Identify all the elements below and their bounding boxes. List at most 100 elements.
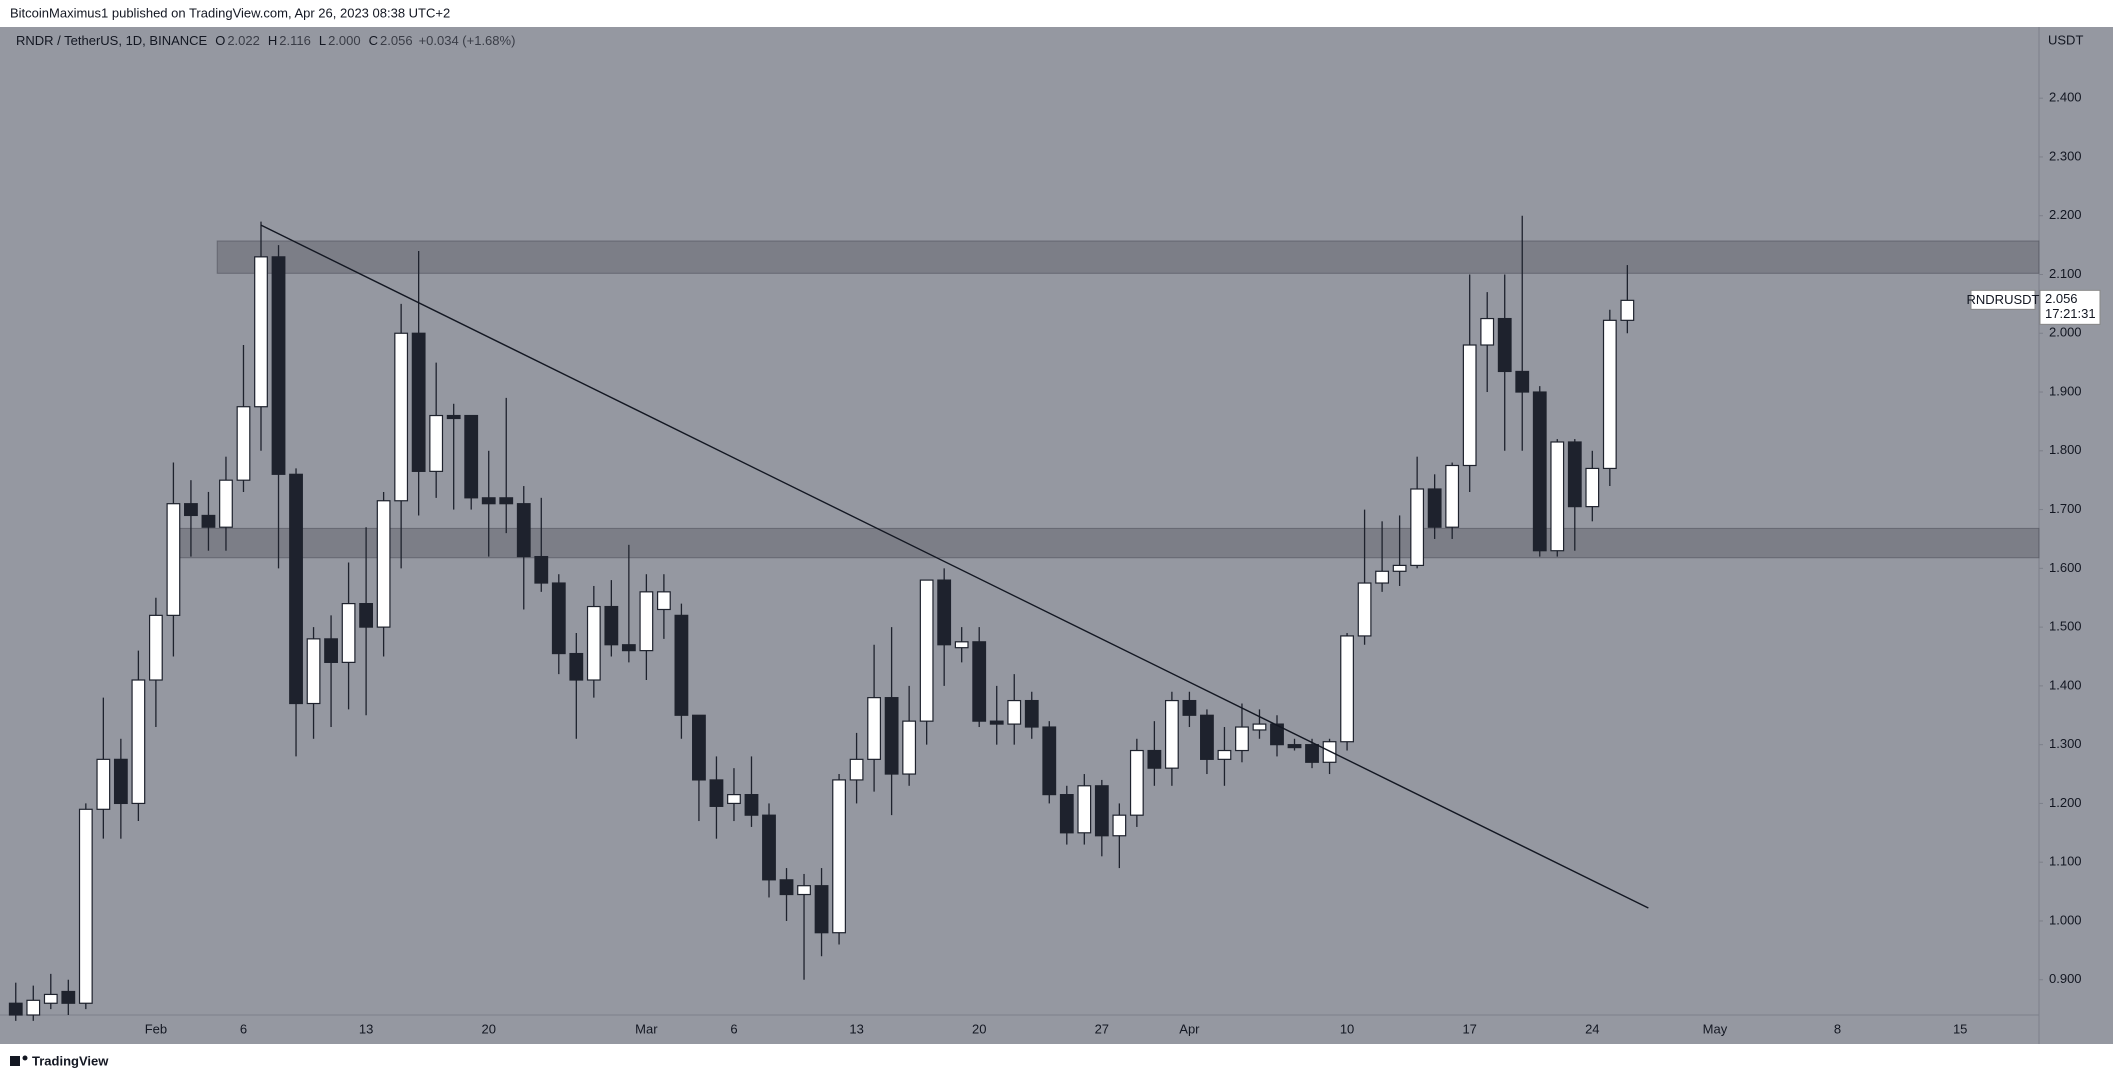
candle-body [481,497,496,505]
candle-body [674,614,689,716]
candle-body [376,500,391,628]
x-tick-label: 13 [849,1021,863,1036]
candle-body [1270,723,1284,746]
candle-body [1427,488,1442,528]
candle-body [797,885,811,896]
candle-body [1585,467,1600,508]
candle-body [534,555,549,584]
symbol: RNDR / TetherUS, 1D, BINANCE [16,33,208,48]
candle-body [639,591,654,652]
candle-body [1550,441,1565,552]
candle-body [8,1002,23,1016]
candle-body [289,473,303,705]
candle-body [779,879,794,896]
plot-area [8,215,2040,1021]
x-tick-label: Feb [145,1021,167,1036]
open-value: 2.022 [227,33,260,48]
y-tick-label: 2.000 [2049,325,2082,340]
close-label: C [369,33,378,48]
candle-body [131,679,146,805]
change-value: +0.034 (+1.68%) [419,33,516,48]
candle-body [1392,564,1407,572]
candle-body [1322,741,1337,763]
x-tick-label: Apr [1179,1021,1200,1036]
candle-body [516,503,531,558]
candle-body [1375,570,1390,584]
candle-body [1480,317,1495,346]
y-tick-label: 2.200 [2049,207,2082,222]
candle-body [744,794,759,816]
candle-body [394,332,409,502]
candle-body [884,697,899,775]
candle-body [1024,699,1039,728]
candle-body [832,779,846,934]
candle-body [219,479,233,528]
candle-body [96,758,111,810]
candle-body [814,885,829,934]
symbol-label: RNDRUSDT [1967,292,2040,307]
ohlc-legend: RNDR / TetherUS, 1D, BINANCE O 2.022 H 2.116… [16,33,515,48]
y-tick-label: 1.600 [2049,560,2082,575]
logo-mark [10,1056,20,1066]
candle-body [954,641,969,649]
candle-body [656,591,671,611]
candle-body [937,579,952,646]
candle-body [586,605,601,681]
y-tick-label: 1.200 [2049,795,2082,810]
chart-pane [0,27,2113,1044]
candle-body [849,758,864,781]
candle-body [1445,464,1460,528]
countdown-label: 17:21:31 [2045,306,2096,321]
close-value: 2.056 [380,33,413,48]
x-tick-label: 20 [972,1021,986,1036]
low-value: 2.000 [328,33,361,48]
candle-body [148,614,163,681]
candle-body [78,808,93,1004]
y-tick-label: 1.800 [2049,442,2082,457]
symbol-label-box [1970,289,2036,310]
candle-body [184,503,198,517]
trendline [260,224,1649,909]
candle-body [306,638,321,705]
candle-body [1042,726,1057,796]
x-tick-label: Mar [635,1021,658,1036]
candle-body [43,993,58,1004]
currency-label: USDT [2048,32,2083,47]
candle-body [464,414,479,499]
candle-body [867,697,882,760]
candle-body [1532,391,1547,552]
candle-body [1129,749,1144,816]
price-label: 2.056 [2045,291,2078,306]
x-tick-label: 15 [1953,1021,1967,1036]
y-tick-label: 1.900 [2049,383,2082,398]
candle-body [1497,317,1512,373]
y-tick-label: 2.400 [2049,90,2082,105]
price-label-box [2039,289,2101,325]
candle-body [569,652,584,681]
candle-body [762,814,776,881]
candle-body [692,714,706,781]
candle-body [621,644,636,652]
candle-body [271,256,286,475]
candle-body [201,514,216,528]
candle-body [324,638,338,663]
y-tick-label: 2.100 [2049,266,2082,281]
candle-body [1602,319,1617,470]
candle-body [919,579,934,722]
x-tick-label: 13 [359,1021,373,1036]
logo-dot [22,1055,28,1061]
y-tick-label: 1.100 [2049,854,2082,869]
candle-body [254,256,268,408]
candle-body [429,414,444,472]
y-tick-label: 1.400 [2049,677,2082,692]
candle-body [166,503,181,616]
support-resistance-zone [216,240,2040,274]
candle-body [972,641,987,722]
low-label: L [319,33,326,48]
candle-body [1567,441,1582,508]
x-tick-label: 17 [1462,1021,1476,1036]
candle-body [236,406,251,481]
candle-body [902,720,917,775]
